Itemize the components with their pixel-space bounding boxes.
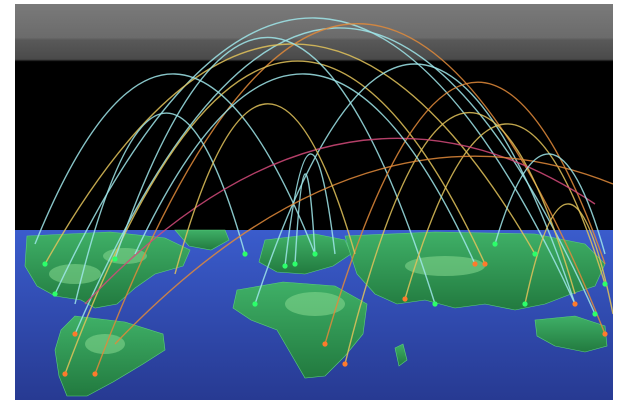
connection-arc [134, 73, 476, 265]
connection-arc [404, 123, 606, 300]
connection-arc [294, 173, 316, 265]
connection-node [522, 301, 528, 307]
connection-nodes [42, 241, 608, 377]
connection-arc [44, 43, 536, 265]
connection-arc [34, 73, 316, 255]
connection-node [602, 281, 608, 287]
connection-node [72, 331, 78, 337]
connection-arc [174, 103, 356, 275]
connection-node [602, 331, 608, 337]
connection-node [322, 341, 328, 347]
connection-node [472, 261, 478, 267]
connection-arc [94, 23, 606, 375]
connection-arcs [34, 17, 613, 375]
connection-node [252, 301, 258, 307]
connection-arc [344, 111, 576, 365]
connection-node [52, 291, 58, 297]
connection-node [402, 296, 408, 302]
madagascar [394, 343, 408, 367]
connection-node [592, 311, 598, 317]
connection-arc [74, 112, 246, 305]
connection-node [312, 251, 318, 257]
connection-node [572, 301, 578, 307]
connection-node [112, 256, 118, 262]
connection-node [92, 371, 98, 377]
connection-node [482, 261, 488, 267]
connection-arc [114, 155, 613, 345]
image-frame [15, 4, 613, 400]
connection-node [282, 263, 288, 269]
sky-background [15, 4, 613, 244]
connection-arc [84, 137, 596, 305]
connection-arc [64, 60, 486, 375]
connection-arc [494, 153, 606, 255]
connection-node [242, 251, 248, 257]
connection-node [342, 361, 348, 367]
southeast-islands [534, 315, 608, 353]
connection-node [432, 301, 438, 307]
connection-arc [524, 203, 613, 315]
connection-node [532, 251, 538, 257]
greenland [174, 229, 230, 251]
network-visualization [15, 4, 613, 400]
connection-node [292, 261, 298, 267]
connection-arc [74, 27, 596, 335]
europe [258, 233, 352, 275]
connection-arc [54, 17, 576, 305]
connection-arc [254, 63, 576, 305]
connection-arc [114, 36, 436, 305]
connection-node [492, 241, 498, 247]
south-america [54, 315, 166, 397]
connection-arc [284, 153, 336, 267]
connection-node [42, 261, 48, 267]
connection-node [62, 371, 68, 377]
